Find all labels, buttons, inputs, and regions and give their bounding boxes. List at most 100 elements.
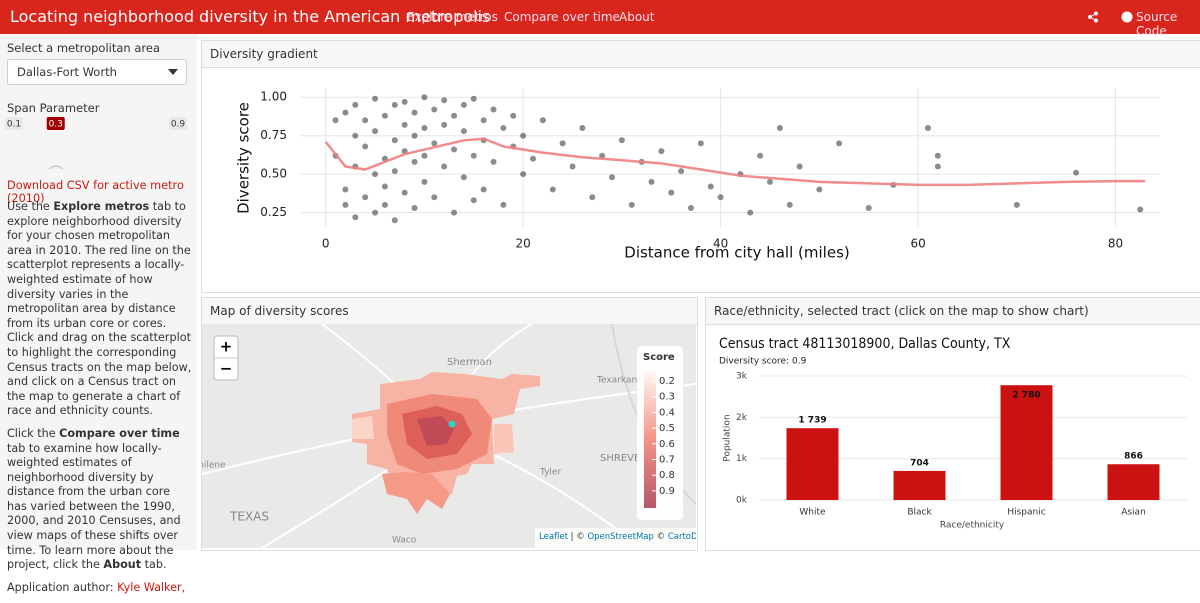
- point: [470, 197, 477, 204]
- span-slider[interactable]: 0.10.90.30.10.20.30.40.50.60.70.80.9: [0, 114, 197, 169]
- point: [628, 201, 635, 208]
- text: Compare over time: [59, 426, 180, 440]
- x-axis-label: Race/ethnicity: [940, 521, 1005, 531]
- bar: [1000, 385, 1053, 500]
- sidebar: Select a metropolitan area Dallas-Fort W…: [0, 34, 197, 594]
- bar-chart: Census tract 48113018900, Dallas County,…: [719, 336, 1187, 531]
- y-tick-label: 1.00: [260, 90, 287, 104]
- attribution-text: ©: [654, 532, 668, 542]
- point: [490, 158, 497, 165]
- point: [441, 97, 448, 104]
- place-label: Waco: [392, 536, 417, 546]
- attribution-link[interactable]: Leaflet: [539, 532, 569, 542]
- y-axis-label: Population: [723, 414, 733, 461]
- point: [480, 186, 487, 193]
- legend-tick-label: 0.3: [659, 392, 675, 403]
- help-text: Use the Explore metros tab to explore ne…: [7, 200, 193, 603]
- point: [717, 194, 724, 201]
- value-label: 866: [1124, 452, 1143, 462]
- place-label: SHREVEPORT: [600, 453, 667, 464]
- paragraph: Use the Explore metros tab to explore ne…: [7, 200, 193, 419]
- point: [609, 174, 616, 181]
- point: [668, 189, 675, 196]
- point: [431, 106, 438, 113]
- y-tick-label: 0.25: [260, 205, 287, 219]
- paragraph: Application author: Kyle Walker,: [7, 581, 193, 596]
- y-tick-label: 2k: [736, 413, 748, 423]
- legend-tick-label: 0.9: [659, 486, 675, 497]
- choropleth: [352, 372, 540, 514]
- nav-link[interactable]: Explore metros: [407, 10, 498, 24]
- point: [520, 171, 527, 178]
- attribution-text: | ©: [568, 532, 587, 542]
- point: [500, 201, 507, 208]
- point: [460, 101, 467, 108]
- point: [816, 186, 823, 193]
- slider-handle[interactable]: [47, 165, 65, 169]
- point: [1073, 169, 1080, 176]
- place-label: Sherman: [447, 357, 492, 368]
- point: [391, 137, 398, 144]
- point: [460, 174, 467, 181]
- point: [451, 112, 458, 119]
- attribution-link[interactable]: CartoDB: [668, 532, 696, 542]
- x-tick-label: White: [799, 508, 826, 518]
- place-label: TEXAS: [229, 510, 269, 524]
- point: [332, 117, 339, 124]
- point: [1137, 206, 1144, 213]
- legend-tick-label: 0.4: [659, 407, 675, 418]
- point: [342, 109, 349, 116]
- point: [786, 201, 793, 208]
- place-label: Tyler: [539, 468, 561, 478]
- metro-select[interactable]: Dallas-Fort Worth: [7, 59, 187, 85]
- point: [658, 148, 665, 155]
- github-icon[interactable]: [1121, 11, 1133, 23]
- point: [766, 178, 773, 185]
- place-label: Abilene: [202, 461, 226, 471]
- point: [451, 146, 458, 153]
- point: [539, 117, 546, 124]
- value-box: [46, 117, 65, 130]
- x-tick-label: Black: [907, 508, 932, 518]
- point: [381, 183, 388, 190]
- select-value: Dallas-Fort Worth: [17, 65, 117, 79]
- slider-label: Span Parameter: [7, 101, 100, 115]
- source-link[interactable]: Source Code: [1136, 10, 1178, 38]
- nav-link[interactable]: About: [619, 10, 655, 24]
- point: [411, 205, 418, 211]
- point: [451, 209, 458, 216]
- scatter-chart[interactable]: 0.25 0.50 0.75 1.00 0 20 40 60 80 Distance from c…: [0, 0, 1200, 295]
- svg-text:−: −: [220, 360, 233, 378]
- map[interactable]: + − Sherman Texarkana SHREVEPORT Tyler Abile…: [202, 324, 696, 548]
- value-label: 2 780: [1012, 391, 1040, 401]
- text: Use the: [7, 200, 54, 213]
- x-tick-label: 20: [516, 237, 531, 251]
- point: [352, 132, 359, 139]
- x-tick-label: 60: [910, 237, 925, 251]
- x-tick-label: 40: [713, 237, 728, 251]
- point: [362, 117, 369, 124]
- panel-header: Map of diversity scores: [202, 298, 697, 325]
- point: [490, 106, 497, 113]
- point: [421, 152, 428, 159]
- legend-title: Score: [643, 352, 675, 363]
- point: [381, 201, 388, 208]
- point: [687, 205, 694, 211]
- point: [372, 209, 379, 216]
- point: [441, 163, 448, 170]
- attribution-link[interactable]: OpenStreetMap: [587, 532, 653, 542]
- author-link[interactable]: Kyle Walker,: [117, 580, 186, 594]
- point: [678, 168, 685, 175]
- point: [707, 183, 714, 190]
- trend-line: [324, 137, 1146, 187]
- zoom-control[interactable]: + −: [213, 335, 239, 381]
- share-icon[interactable]: [1087, 11, 1099, 23]
- legend-tick-label: 0.7: [659, 455, 675, 466]
- nav-link[interactable]: Compare over time: [504, 10, 620, 24]
- download-link[interactable]: Download CSV for active metro (2010): [7, 179, 184, 205]
- y-tick-label: 0.75: [260, 128, 287, 142]
- point: [352, 101, 359, 108]
- value-label: 1 739: [798, 416, 826, 426]
- bar: [893, 470, 946, 500]
